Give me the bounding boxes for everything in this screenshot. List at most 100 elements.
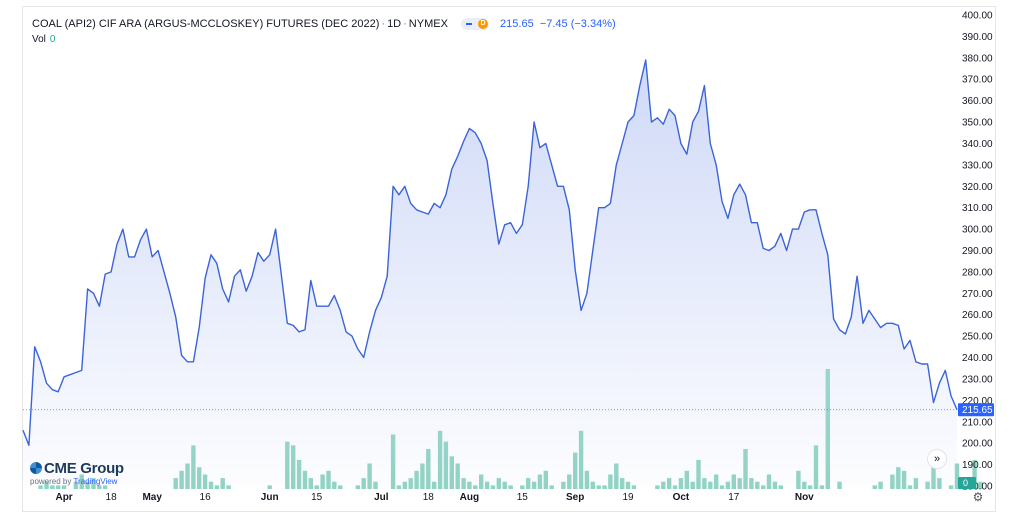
x-tick-label: 16 [200, 492, 212, 503]
volume-bar [56, 485, 61, 489]
y-tick-label: 190.00 [962, 460, 993, 471]
volume-bar [972, 459, 977, 489]
price-line[interactable] [22, 59, 958, 446]
volume-bar [214, 485, 219, 489]
volume-bar [602, 485, 607, 489]
x-tick-label: 19 [622, 492, 634, 503]
scroll-to-realtime-button[interactable]: » [927, 449, 947, 469]
cme-globe-icon [30, 462, 42, 474]
cme-group-logo[interactable]: CME Group powered by TradingView [30, 460, 150, 488]
volume-bar [473, 485, 478, 489]
y-tick-label: 270.00 [962, 289, 993, 300]
volume-bar [314, 485, 319, 489]
x-tick-label: Jul [374, 492, 389, 503]
volume-bar [50, 485, 55, 489]
legend-separator: · [381, 18, 386, 30]
y-tick-label: 320.00 [962, 182, 993, 193]
volume-bar [672, 485, 678, 489]
y-tick-label: 360.00 [962, 96, 993, 107]
x-tick-label: 15 [311, 492, 323, 503]
volume-bar [226, 485, 231, 489]
y-tick-label: 280.00 [962, 267, 993, 278]
volume-bar [719, 485, 725, 489]
volume-bar [948, 485, 954, 489]
y-tick-label: 370.00 [962, 75, 993, 86]
volume-label[interactable]: Vol [32, 34, 46, 45]
last-price: 215.65 [500, 18, 534, 30]
legend-separator: · [403, 18, 407, 30]
y-tick-label: 300.00 [962, 225, 993, 236]
volume-bar [819, 485, 825, 489]
symbol-title[interactable]: COAL (API2) CIF ARA (ARGUS-MCCLOSKEY) FU… [32, 18, 380, 30]
x-tick-label: Nov [795, 492, 814, 503]
volume-bar [38, 485, 43, 489]
x-tick-label: 15 [517, 492, 529, 503]
y-tick-label: 380.00 [962, 53, 993, 64]
y-tick-label: 400.00 [962, 11, 993, 22]
price-area [23, 60, 957, 486]
y-tick-label: 330.00 [962, 160, 993, 171]
volume-bar [761, 485, 766, 489]
x-tick-label: Jun [261, 492, 279, 503]
y-tick-label: 390.00 [962, 32, 993, 43]
y-tick-label: 230.00 [962, 375, 993, 386]
y-tick-label: 200.00 [962, 439, 993, 450]
y-tick-label: 260.00 [962, 310, 993, 321]
dash-icon [465, 23, 472, 26]
y-tick-label: 290.00 [962, 246, 993, 257]
symbol-legend: COAL (API2) CIF ARA (ARGUS-MCCLOSKEY) FU… [32, 16, 616, 32]
x-tick-label: 17 [728, 492, 740, 503]
price-change: −7.45 (−3.34%) [539, 18, 616, 30]
volume-value: 0 [49, 34, 56, 45]
x-tick-label: 18 [423, 492, 435, 503]
x-tick-label: Oct [673, 492, 690, 503]
y-tick-label: 340.00 [962, 139, 993, 150]
volume-bar [355, 485, 360, 489]
volume-bar [396, 485, 402, 489]
interval-label[interactable]: 1D [387, 18, 402, 30]
price-marker [958, 403, 994, 417]
logo-name: CME Group [44, 460, 124, 477]
double-chevron-right-icon: » [933, 453, 941, 465]
volume-bar [655, 485, 660, 489]
volume-bar [490, 485, 496, 489]
volume-marker [958, 477, 976, 489]
exchange-label: NYMEX [408, 18, 448, 30]
volume-legend: Vol 0 [32, 34, 55, 45]
volume-bar [631, 485, 637, 489]
volume-bar [97, 485, 102, 489]
volume-bar [338, 485, 343, 489]
x-tick-label: May [142, 492, 162, 503]
volume-bar [103, 485, 108, 489]
x-tick-label: Apr [55, 492, 72, 503]
y-tick-label: 350.00 [962, 118, 993, 129]
volume-bar [907, 485, 913, 489]
y-tick-label: 220.00 [962, 396, 993, 407]
price-marker-label: 215.65 [962, 405, 993, 416]
x-tick-label: 18 [106, 492, 118, 503]
powered-by-text: powered by TradingView [30, 477, 117, 486]
powered-prefix: powered by [30, 477, 74, 486]
delayed-badge: D [477, 19, 488, 30]
volume-bar [978, 481, 983, 489]
y-tick-label: 210.00 [962, 417, 993, 428]
y-tick-label: 240.00 [962, 353, 993, 364]
y-tick-label: 310.00 [962, 203, 993, 214]
y-tick-label: 250.00 [962, 332, 993, 343]
volume-marker-label: 0 [963, 478, 968, 488]
tradingview-brand: TradingView [73, 477, 118, 486]
volume-bar [549, 485, 554, 489]
volume-bar [872, 485, 877, 489]
volume-bar [61, 485, 67, 489]
volume-bar [778, 485, 783, 489]
volume-bar [807, 485, 813, 489]
market-status-badge[interactable]: D [460, 18, 489, 31]
x-tick-label: Aug [460, 492, 479, 503]
volume-bar [267, 485, 272, 489]
x-tick-label: Sep [566, 492, 584, 503]
settings-gear-icon[interactable]: ⚙ [972, 490, 984, 504]
volume-bar [520, 485, 525, 489]
volume-bar [508, 485, 513, 489]
y-tick-label: 180.00 [962, 482, 993, 493]
